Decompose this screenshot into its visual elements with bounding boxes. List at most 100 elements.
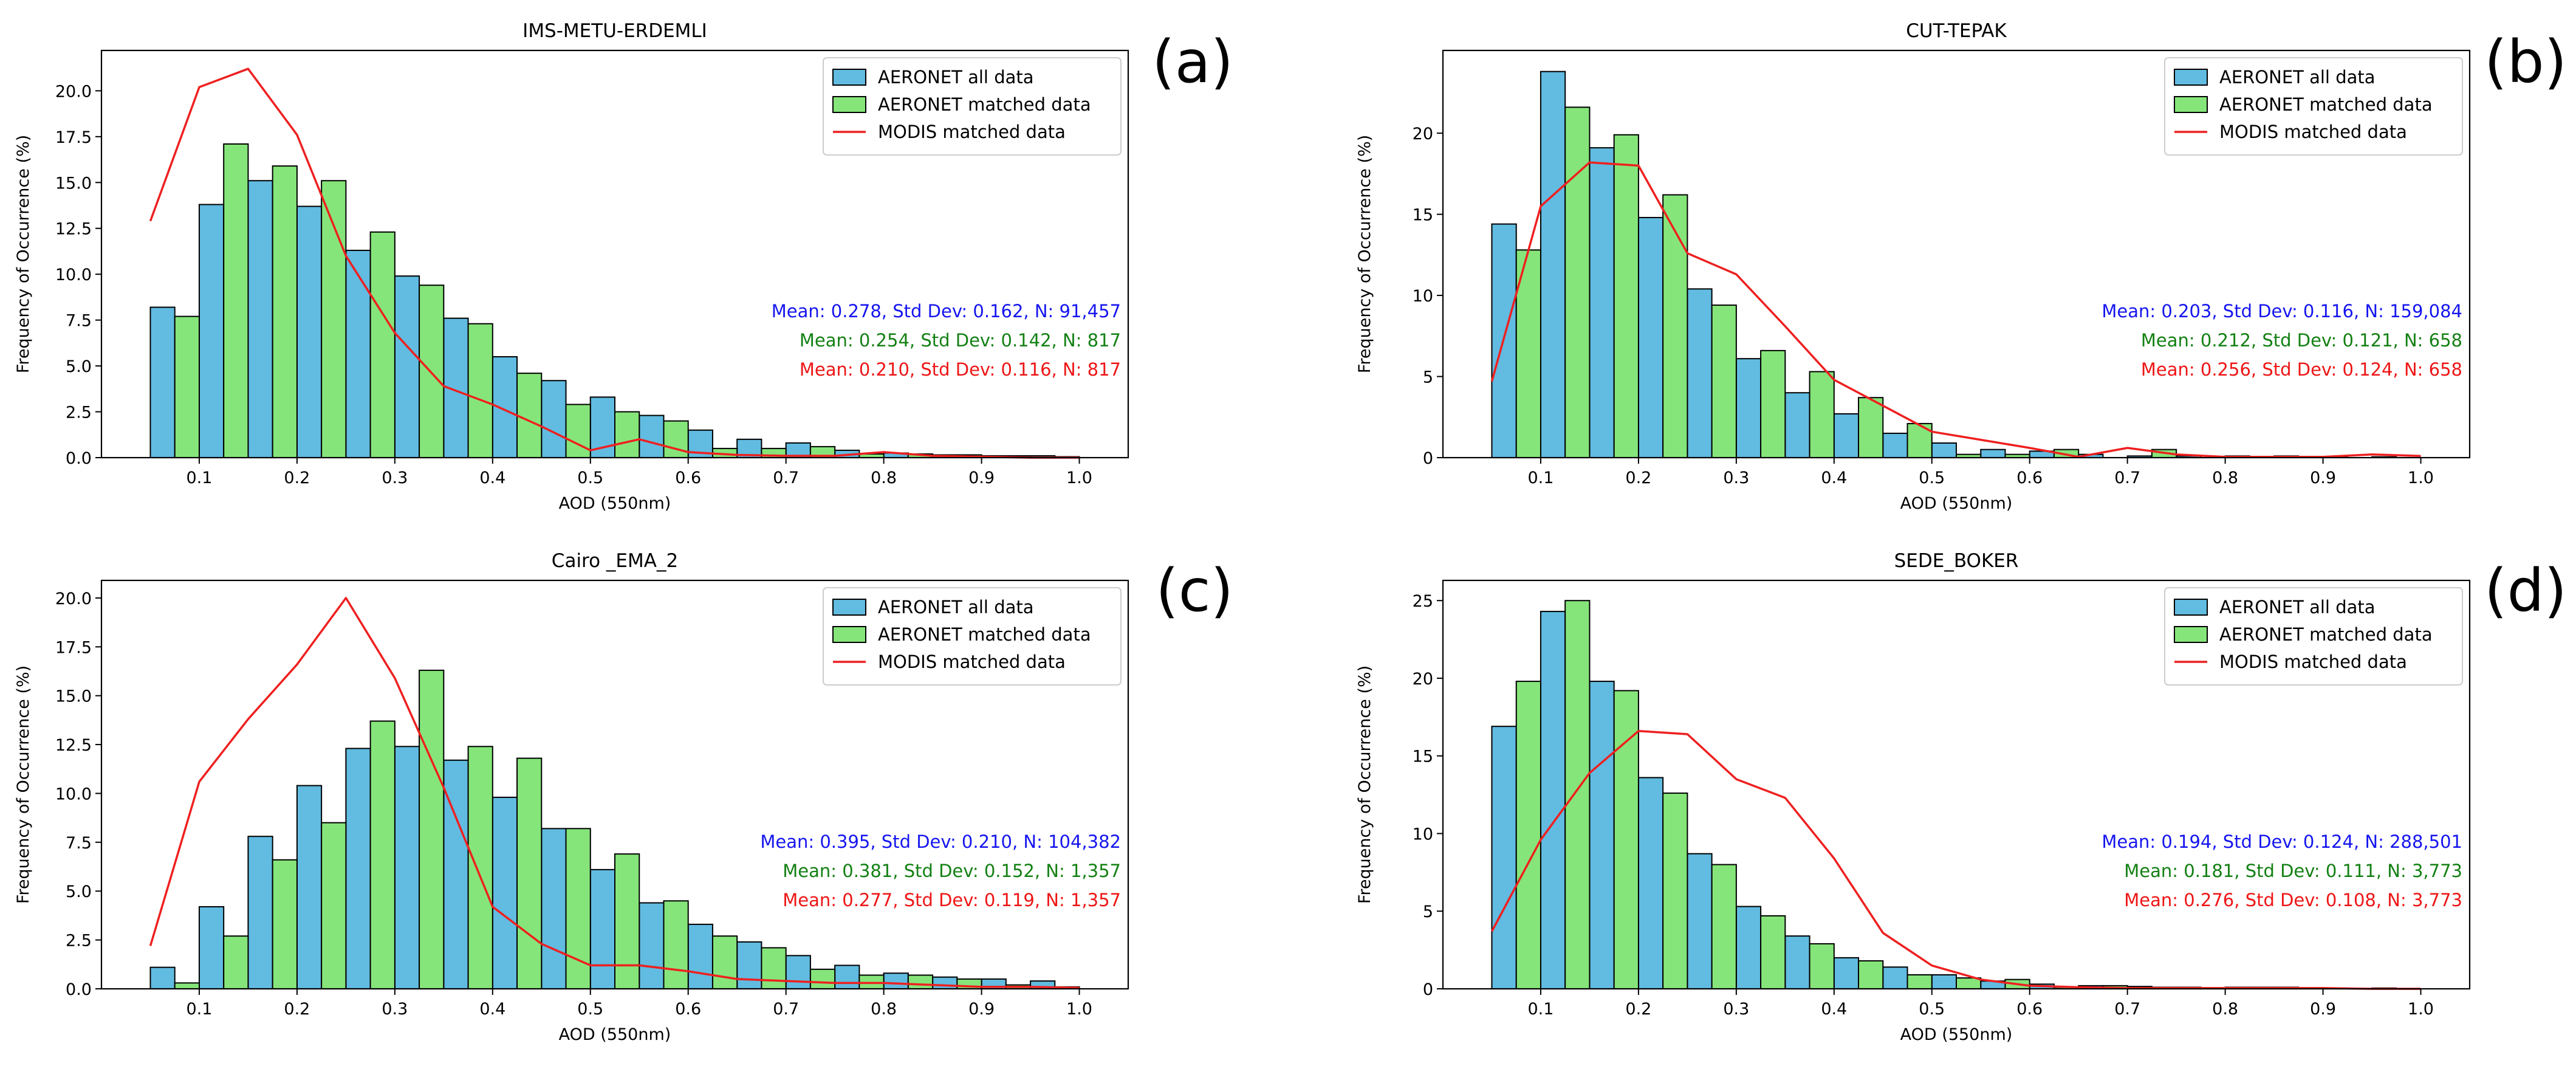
bar-aeronet-all (541, 380, 567, 458)
x-tick-label: 0.9 (968, 1000, 995, 1019)
legend-swatch-aeronet-all (2174, 69, 2208, 86)
legend-swatch-aeronet-all (832, 69, 866, 86)
bar-aeronet-matched (174, 315, 200, 458)
y-tick-label: 2.5 (66, 932, 92, 951)
y-tick-label: 0.0 (66, 980, 92, 999)
bar-aeronet-matched (1809, 371, 1835, 458)
legend: AERONET all data AERONET matched data MODI… (823, 587, 1122, 686)
bar-aeronet-all (296, 785, 323, 989)
bar-aeronet-matched (1515, 249, 1541, 458)
bar-aeronet-matched (174, 982, 200, 990)
bar-aeronet-all (394, 275, 420, 458)
line-modis-matched (149, 597, 1080, 989)
x-tick-label: 0.1 (1527, 469, 1553, 487)
x-tick-label: 0.1 (186, 469, 212, 487)
x-tick-label: 0.5 (577, 1000, 603, 1019)
stat-annotation: Mean: 0.276, Std Dev: 0.108, N: 3,773 (2124, 890, 2462, 910)
bar-aeronet-matched (419, 669, 445, 989)
bar-aeronet-all (1735, 906, 1762, 990)
y-tick-label: 12.5 (55, 220, 92, 239)
y-tick-label: 10.0 (55, 785, 92, 803)
x-tick-label: 1.0 (1066, 469, 1092, 487)
y-tick-label: 10.0 (55, 266, 92, 284)
bar-aeronet-matched (1515, 681, 1541, 989)
bar-aeronet-matched (369, 720, 396, 990)
x-tick-label: 0.7 (2114, 1000, 2140, 1019)
bar-aeronet-all (1784, 935, 1810, 990)
x-tick-label: 0.5 (1919, 1000, 1945, 1019)
bar-aeronet-matched (1662, 793, 1688, 989)
bar-aeronet-matched (1662, 194, 1688, 458)
x-tick-label: 0.7 (773, 469, 799, 487)
legend-swatch-aeronet-matched (832, 626, 866, 643)
x-tick-label: 0.8 (2212, 1000, 2238, 1019)
legend-label: AERONET matched data (2219, 624, 2433, 645)
bar-aeronet-all (1931, 974, 1958, 989)
y-tick-label: 17.5 (55, 638, 92, 657)
y-tick-label: 0 (1423, 449, 1433, 468)
bar-aeronet-all (541, 828, 567, 989)
x-tick-label: 0.2 (284, 1000, 310, 1019)
y-tick-label: 10 (1413, 287, 1433, 306)
panel-letter: (c) (1156, 557, 1233, 625)
x-tick-label: 0.2 (284, 469, 310, 487)
axes-frame (100, 49, 1129, 459)
legend-swatch-aeronet-matched (2174, 96, 2208, 113)
legend-swatch-aeronet-matched (832, 96, 866, 113)
panel-title: Cairo _EMA_2 (552, 550, 678, 572)
bar-aeronet-matched (467, 746, 493, 989)
bar-aeronet-all (394, 746, 420, 989)
bar-aeronet-matched (272, 859, 298, 989)
bar-aeronet-matched (272, 165, 298, 458)
bar-aeronet-all (1931, 442, 1958, 458)
legend-label: MODIS matched data (2219, 122, 2407, 142)
legend-label: AERONET all data (2219, 67, 2376, 88)
x-tick-label: 0.6 (675, 469, 701, 487)
panel-title: SEDE_BOKER (1894, 550, 2019, 572)
y-tick-label: 5.0 (66, 357, 92, 376)
x-tick-label: 1.0 (2408, 469, 2434, 487)
bar-aeronet-all (149, 966, 176, 990)
bar-aeronet-matched (1906, 974, 1933, 989)
legend-box (2164, 587, 2463, 686)
x-tick-label: 0.4 (1821, 1000, 1847, 1019)
x-tick-label: 0.9 (2310, 1000, 2336, 1019)
axes-frame (1442, 49, 2471, 459)
bar-aeronet-all (1491, 726, 1517, 989)
bar-aeronet-matched (467, 323, 493, 459)
bar-aeronet-matched (321, 180, 347, 458)
x-tick-label: 0.6 (2016, 469, 2043, 487)
legend-label: MODIS matched data (878, 652, 1066, 672)
bar-aeronet-matched (369, 231, 396, 458)
bar-aeronet-matched (1613, 134, 1639, 458)
x-tick-label: 0.1 (1527, 1000, 1553, 1019)
bar-aeronet-matched (809, 968, 836, 990)
legend-label: MODIS matched data (2219, 652, 2407, 672)
line-modis-matched (1490, 730, 2421, 990)
y-tick-label: 15 (1413, 748, 1433, 766)
bar-aeronet-all (1735, 358, 1762, 459)
stat-annotation: Mean: 0.278, Std Dev: 0.162, N: 91,457 (772, 301, 1121, 322)
x-axis-label: AOD (550nm) (559, 494, 671, 513)
y-axis-label: Frequency of Occurrence (%) (14, 665, 33, 904)
bar-aeronet-all (296, 205, 323, 458)
legend-box (823, 587, 1122, 686)
bar-aeronet-matched (565, 828, 591, 989)
y-tick-label: 0 (1423, 980, 1433, 999)
y-tick-label: 10 (1413, 825, 1433, 844)
x-tick-label: 0.3 (1723, 1000, 1749, 1019)
bar-aeronet-matched (1906, 422, 1933, 458)
legend: AERONET all data AERONET matched data MODI… (2164, 587, 2463, 686)
bar-aeronet-all (1589, 681, 1615, 989)
stat-annotation: Mean: 0.254, Std Dev: 0.142, N: 817 (800, 330, 1121, 351)
x-tick-label: 0.4 (479, 1000, 505, 1019)
legend-label: AERONET all data (878, 597, 1034, 617)
bar-aeronet-all (785, 955, 811, 990)
bar-aeronet-all (345, 748, 371, 989)
x-tick-label: 0.7 (773, 1000, 799, 1019)
bar-aeronet-all (687, 923, 713, 990)
bar-aeronet-matched (516, 373, 543, 458)
x-tick-label: 1.0 (1066, 1000, 1092, 1019)
axes-frame (1442, 579, 2471, 990)
